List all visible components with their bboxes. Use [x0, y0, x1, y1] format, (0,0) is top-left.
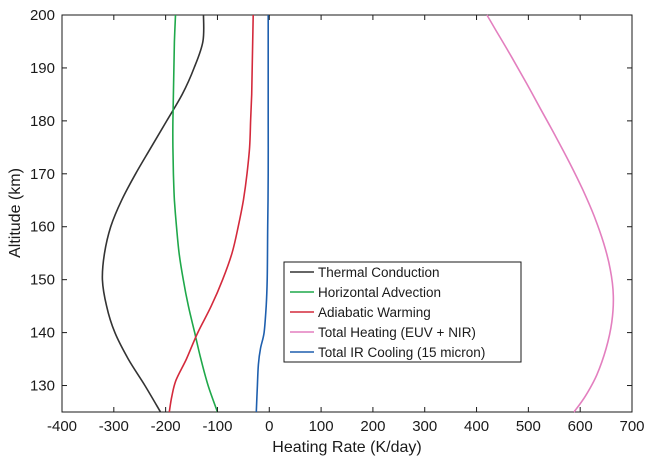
x-tick-label: 600 — [568, 418, 593, 435]
legend-box — [283, 261, 522, 363]
x-tick-label: 300 — [412, 418, 437, 435]
legend-label: Thermal Conduction — [318, 265, 440, 280]
y-tick-label: 170 — [30, 166, 55, 183]
legend-label: Horizontal Advection — [318, 285, 441, 300]
y-tick-labels: 130 140 150 160 170 180 190 200 — [30, 7, 55, 395]
tick-layer — [61, 14, 633, 412]
legend-label: Adiabatic Warming — [318, 305, 431, 320]
legend-label: Total IR Cooling (15 micron) — [318, 345, 485, 360]
y-tick-label: 180 — [30, 113, 55, 130]
legend: Thermal Conduction Horizontal Advection Ad… — [283, 261, 522, 363]
series-line-total-ir-cooling-15-micron — [255, 15, 270, 413]
x-tick-label: 200 — [360, 418, 385, 435]
x-tick-label: 400 — [464, 418, 489, 435]
y-tick-label: 200 — [30, 7, 55, 24]
y-tick-label: 160 — [30, 219, 55, 236]
series-layer — [101, 14, 615, 413]
series-line-adiabatic-warming — [168, 14, 254, 413]
y-tick-label: 190 — [30, 60, 55, 77]
series-line-thermal-conduction — [101, 14, 205, 413]
x-tick-label: 700 — [619, 418, 644, 435]
series-line-horizontal-advection — [172, 14, 219, 413]
series-line-total-heating-euv-nir — [486, 14, 615, 413]
x-axis-label: Heating Rate (K/day) — [272, 439, 421, 456]
y-tick-label: 150 — [30, 272, 55, 289]
x-tick-label: -100 — [202, 418, 232, 435]
x-tick-label: -400 — [47, 418, 77, 435]
x-tick-label: 500 — [516, 418, 541, 435]
y-tick-label: 130 — [30, 378, 55, 395]
legend-label: Total Heating (EUV + NIR) — [318, 325, 476, 340]
x-tick-label: -200 — [151, 418, 181, 435]
y-tick-label: 140 — [30, 325, 55, 342]
y-axis-label: Altitude (km) — [7, 168, 24, 258]
x-tick-labels: -400 -300 -200 -100 0 100 200 300 400 500 600 700 — [47, 418, 645, 435]
x-tick-label: 0 — [265, 418, 273, 435]
x-tick-label: -300 — [99, 418, 129, 435]
legend-items: Thermal Conduction Horizontal Advection Ad… — [290, 265, 485, 360]
x-tick-label: 100 — [309, 418, 334, 435]
